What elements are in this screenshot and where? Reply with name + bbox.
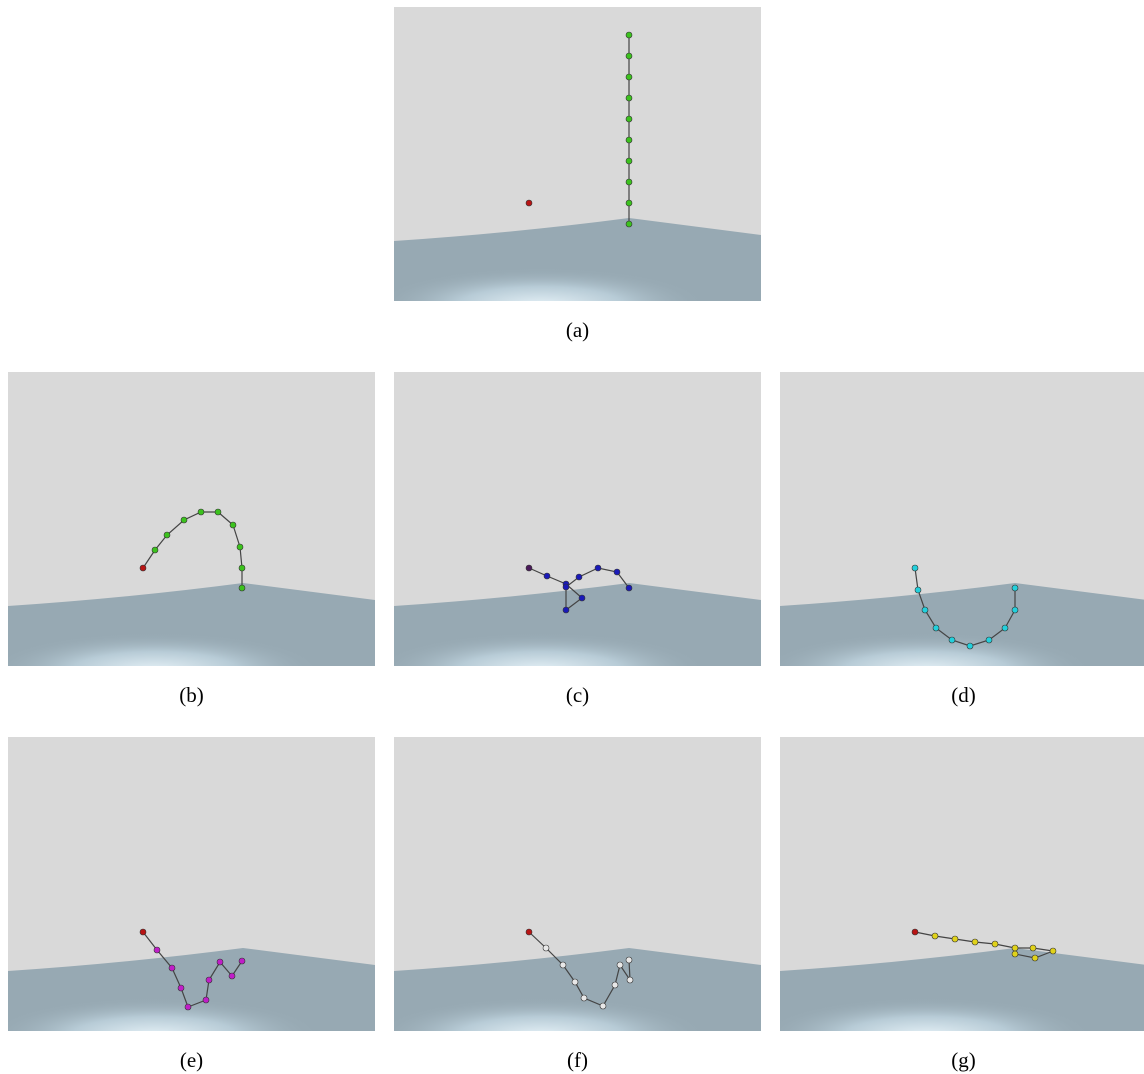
chain-node: [626, 221, 632, 227]
chain-node: [185, 1004, 191, 1010]
chain-node: [612, 982, 618, 988]
chain-node: [915, 587, 921, 593]
chain-node: [181, 517, 187, 523]
chain-node: [581, 995, 587, 1001]
figure: (a) (b) (c) (d) (e) (f) (g): [0, 0, 1144, 1074]
render-panel: [780, 737, 1144, 1031]
chain-node: [1002, 625, 1008, 631]
chain-node: [986, 637, 992, 643]
chain-node: [967, 643, 973, 649]
caption: (e): [8, 1048, 375, 1073]
chain-node: [563, 584, 569, 590]
chain-node: [627, 977, 633, 983]
chain-node: [215, 509, 221, 515]
chain-node: [543, 945, 549, 951]
chain-node: [1030, 945, 1036, 951]
caption: (f): [394, 1048, 761, 1073]
chain-node: [933, 625, 939, 631]
chain-node: [595, 565, 601, 571]
render-panel: [394, 7, 761, 301]
caption: (d): [780, 683, 1144, 708]
caption: (c): [394, 683, 761, 708]
caption: (a): [394, 318, 761, 343]
chain-node: [1032, 955, 1038, 961]
chain-node: [922, 607, 928, 613]
chain-node: [1012, 585, 1018, 591]
chain-node: [626, 585, 632, 591]
chain-node: [626, 158, 632, 164]
chain-node: [237, 544, 243, 550]
chain-node: [952, 936, 958, 942]
chain-node: [626, 957, 632, 963]
caption: (b): [8, 683, 375, 708]
chain-node: [526, 929, 532, 935]
chain-node: [239, 585, 245, 591]
chain-node: [217, 959, 223, 965]
render-panel: [8, 737, 375, 1031]
chain-node: [526, 565, 532, 571]
chain-node: [198, 509, 204, 515]
chain-node: [1012, 945, 1018, 951]
render-panel: [394, 372, 761, 666]
render-panel: [394, 737, 761, 1031]
chain-node: [154, 947, 160, 953]
chain-node: [206, 977, 212, 983]
chain-node: [1012, 951, 1018, 957]
chain-node: [140, 929, 146, 935]
chain-node: [626, 200, 632, 206]
target: [526, 200, 532, 206]
chain-node: [203, 997, 209, 1003]
chain-node: [626, 74, 632, 80]
chain-node: [229, 973, 235, 979]
chain-node: [626, 95, 632, 101]
chain-node: [626, 53, 632, 59]
chain-node: [140, 565, 146, 571]
chain-node: [614, 569, 620, 575]
chain-node: [972, 939, 978, 945]
chain-node: [239, 565, 245, 571]
chain-node: [560, 962, 566, 968]
chain-node: [626, 32, 632, 38]
chain-node: [949, 637, 955, 643]
render-panel: [780, 372, 1144, 666]
chain-node: [626, 116, 632, 122]
chain-node: [544, 573, 550, 579]
chain-node: [572, 979, 578, 985]
chain-node: [626, 137, 632, 143]
chain-node: [626, 179, 632, 185]
chain-node: [576, 574, 582, 580]
chain-node: [912, 565, 918, 571]
chain-node: [1012, 607, 1018, 613]
chain-node: [178, 985, 184, 991]
render-panel: [8, 372, 375, 666]
chain-node: [579, 595, 585, 601]
chain-node: [169, 965, 175, 971]
chain-node: [932, 933, 938, 939]
chain-node: [152, 547, 158, 553]
chain-node: [992, 941, 998, 947]
caption: (g): [780, 1048, 1144, 1073]
chain-node: [617, 962, 623, 968]
chain-node: [563, 607, 569, 613]
chain-node: [230, 522, 236, 528]
chain-node: [600, 1003, 606, 1009]
chain-node: [239, 958, 245, 964]
chain-node: [1050, 948, 1056, 954]
chain-node: [164, 532, 170, 538]
chain-node: [912, 929, 918, 935]
